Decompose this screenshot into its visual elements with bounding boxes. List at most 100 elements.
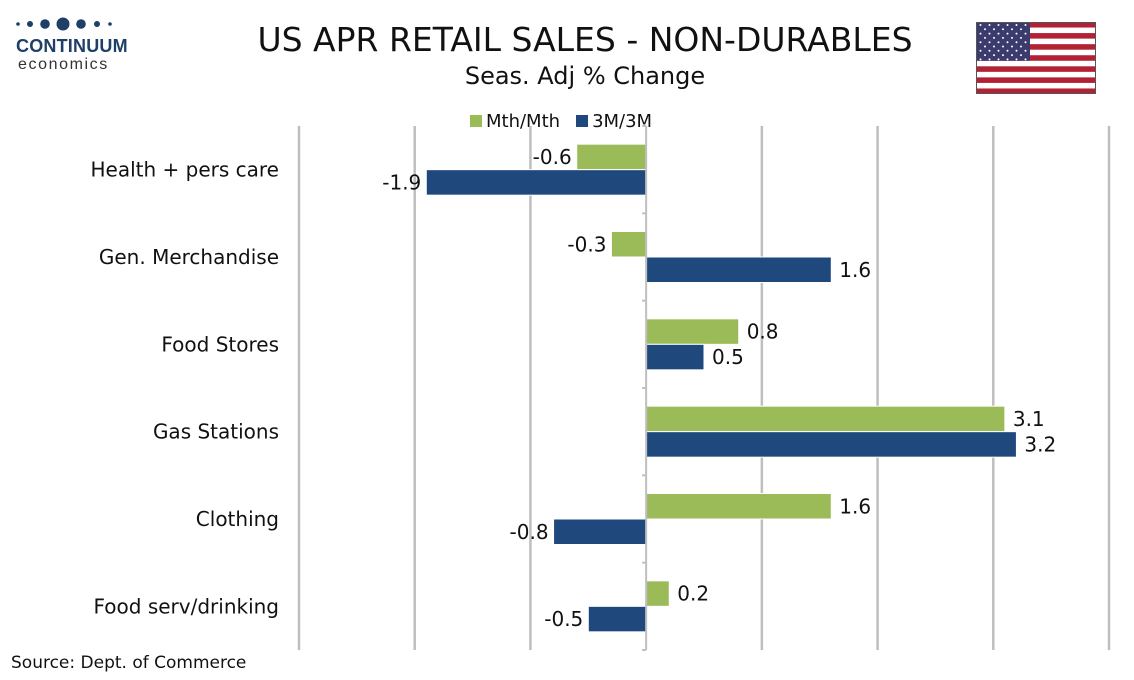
flag-star [1011, 28, 1013, 31]
bar [645, 318, 740, 345]
flag-star [997, 49, 1000, 52]
flag-stripe [976, 88, 1096, 94]
flag-star [993, 45, 995, 48]
data-label: -1.9 [382, 170, 421, 194]
flag-star [1002, 36, 1004, 39]
flag-star [993, 36, 995, 39]
bar [645, 431, 1017, 458]
flag-star [988, 58, 991, 61]
flag-star [984, 28, 986, 31]
flag-star [1020, 28, 1022, 31]
category-label: Gen. Merchandise [99, 245, 279, 269]
flag-stripe [976, 77, 1096, 83]
flag-star [1006, 49, 1009, 52]
flag-star [1011, 36, 1013, 39]
brand-logo: CONTINUUM economics [10, 14, 140, 73]
flag-star [1006, 41, 1009, 44]
flag-star [1015, 32, 1018, 35]
data-label: 0.5 [712, 345, 744, 369]
bar [645, 256, 832, 283]
flag-star [1006, 32, 1009, 35]
flag-star [1024, 24, 1027, 26]
category-label: Food Stores [161, 332, 279, 356]
flag-star [979, 32, 982, 35]
brand-sub: economics [18, 56, 109, 73]
data-label: 3.2 [1024, 432, 1056, 456]
flag-star [979, 41, 982, 44]
flag-star [1024, 58, 1027, 61]
legend-item-3m: 3M/3M [576, 111, 652, 132]
flag-stripe [976, 44, 1096, 50]
flag-star [1006, 24, 1009, 26]
flag-stripe [976, 33, 1096, 39]
flag-star [1015, 24, 1018, 26]
flag-stripe [976, 66, 1096, 72]
flag-stripe [976, 22, 1096, 28]
flag-star [1020, 54, 1022, 57]
logo-dots-icon [16, 17, 112, 31]
flag-star [988, 41, 991, 44]
data-label: 1.6 [839, 494, 871, 518]
flag-star [1024, 32, 1027, 35]
legend-item-mth: Mth/Mth [470, 111, 560, 132]
flag-border [976, 22, 1096, 94]
bar [645, 580, 670, 607]
data-label: 0.8 [747, 320, 779, 344]
bar [645, 493, 832, 520]
flag-star [1024, 49, 1027, 52]
flag-star [1015, 58, 1018, 61]
category-label: Health + pers care [91, 158, 280, 182]
source-note: Source: Dept. of Commerce [11, 653, 247, 673]
legend-label-3m: 3M/3M [592, 110, 653, 132]
flag-star [1002, 28, 1004, 31]
legend-swatch-mth [470, 115, 482, 127]
flag-star [1002, 54, 1004, 57]
flag-star [997, 32, 1000, 35]
flag-star [1002, 45, 1004, 48]
data-label: 3.1 [1013, 407, 1045, 431]
flag-star [979, 58, 982, 61]
flag-star [997, 58, 1000, 61]
category-label: Clothing [196, 507, 279, 531]
flag-star [997, 24, 1000, 26]
bar [645, 405, 1006, 433]
flag-star [1006, 58, 1009, 61]
flag-star [1011, 54, 1013, 57]
bar [587, 605, 647, 633]
category-label: Food serv/drinking [94, 594, 280, 618]
data-label: -0.5 [544, 607, 583, 631]
bar [553, 518, 647, 545]
chart-title: US APR RETAIL SALES - NON-DURABLES [257, 20, 913, 59]
flag-star [984, 54, 986, 57]
data-label: -0.6 [533, 145, 572, 169]
flag-star [993, 54, 995, 57]
chart-subtitle: Seas. Adj % Change [464, 62, 706, 90]
category-label: Gas Stations [153, 420, 279, 444]
flag-star [993, 28, 995, 31]
flag-star [997, 41, 1000, 44]
data-label: 1.6 [839, 258, 871, 282]
flag-star [988, 24, 991, 26]
flag-star [984, 36, 986, 39]
flag-star [1015, 49, 1018, 52]
brand-name: CONTINUUM [16, 36, 128, 56]
flag-stripe [976, 55, 1096, 61]
bar [645, 343, 705, 371]
bar [576, 143, 647, 171]
bar [610, 231, 647, 258]
us-flag-icon [976, 22, 1096, 94]
flag-star [1020, 36, 1022, 39]
flag-star [979, 49, 982, 52]
flag-star [1015, 41, 1018, 44]
legend-swatch-3m [576, 115, 589, 127]
flag-star [1024, 41, 1027, 44]
legend-label-mth: Mth/Mth [486, 110, 561, 132]
chart-legend: Mth/Mth 3M/3M [470, 109, 668, 133]
data-label: 0.2 [677, 582, 709, 606]
flag-star [988, 49, 991, 52]
bar [425, 169, 647, 196]
data-label: -0.8 [510, 520, 549, 544]
flag-star [984, 45, 986, 48]
flag-star [1011, 45, 1013, 48]
flag-star [988, 32, 991, 35]
